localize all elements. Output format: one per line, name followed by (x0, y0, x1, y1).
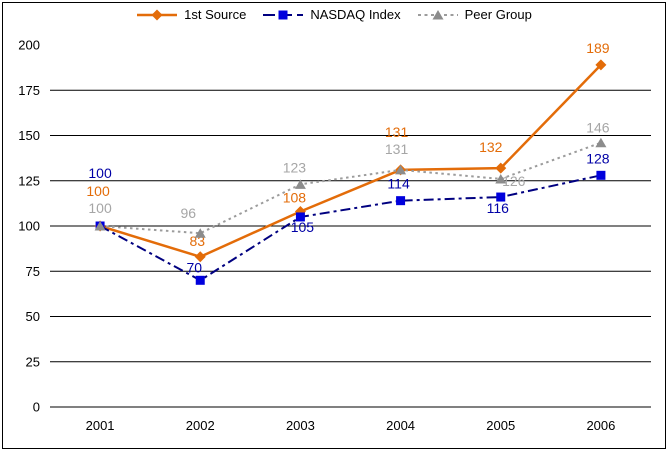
y-axis-tick-label: 150 (18, 128, 40, 143)
data-point-marker (194, 228, 206, 238)
data-label: 100 (88, 200, 112, 216)
data-label: 100 (88, 165, 112, 181)
legend-swatch-nasdaq-index-icon (263, 10, 304, 19)
data-label: 100 (86, 183, 110, 199)
data-label: 132 (479, 139, 503, 155)
data-point-marker (94, 221, 106, 231)
data-label: 131 (385, 124, 409, 140)
data-point-marker (194, 251, 206, 263)
legend-item-nasdaq-index: NASDAQ Index (262, 7, 401, 22)
data-label: 96 (180, 205, 196, 221)
y-axis-tick-label: 0 (33, 400, 40, 415)
data-point-marker (295, 212, 305, 222)
x-axis-tick-label: 2004 (386, 418, 415, 433)
data-point-marker (595, 137, 607, 148)
data-label: 189 (586, 40, 610, 56)
y-axis-tick-label: 50 (26, 309, 40, 324)
data-label: 128 (586, 150, 610, 166)
series-line-1st-source (99, 64, 602, 259)
series-line-peer-group (100, 141, 602, 235)
legend-swatch-1st-source-icon (137, 9, 178, 20)
x-axis-tick-label: 2006 (586, 418, 615, 433)
data-point-marker (396, 196, 406, 206)
data-label: 114 (387, 176, 410, 192)
legend-label: Peer Group (464, 7, 532, 22)
data-point-marker (432, 9, 444, 19)
x-axis-tick-label: 2003 (286, 418, 315, 433)
chart-legend: 1st Source NASDAQ Index Peer Group (0, 7, 668, 22)
data-point-marker (495, 162, 507, 174)
data-point-marker (151, 9, 163, 20)
data-label: 131 (385, 141, 409, 157)
data-label: 108 (283, 190, 307, 206)
y-axis-tick-label: 100 (18, 219, 40, 234)
y-axis-tick-label: 75 (26, 264, 40, 279)
data-point-marker (596, 170, 606, 180)
data-point-marker (395, 164, 407, 175)
data-point-marker (195, 275, 205, 285)
legend-label: NASDAQ Index (310, 7, 401, 22)
data-point-marker (495, 173, 507, 184)
data-label: 116 (487, 200, 510, 216)
legend-label: 1st Source (184, 7, 247, 22)
x-axis-tick-label: 2001 (86, 418, 115, 433)
data-point-marker (278, 10, 288, 19)
y-axis-tick-label: 175 (18, 83, 40, 98)
legend-item-peer-group: Peer Group (417, 7, 532, 22)
y-axis-tick-label: 200 (18, 38, 40, 53)
legend-item-1st-source: 1st Source (136, 7, 246, 22)
data-label: 123 (283, 159, 307, 175)
data-label: 70 (186, 259, 202, 275)
y-axis-tick-label: 25 (26, 354, 40, 369)
data-label: 126 (502, 173, 526, 189)
legend-swatch-peer-group-icon (417, 9, 458, 19)
y-axis-tick-label: 125 (18, 173, 40, 188)
data-label: 146 (586, 120, 610, 136)
data-point-marker (496, 192, 506, 202)
data-point-marker (595, 59, 607, 71)
data-point-marker (294, 179, 306, 189)
data-label: 105 (291, 219, 315, 235)
x-axis-tick-label: 2002 (186, 418, 215, 433)
x-axis-tick-label: 2005 (486, 418, 515, 433)
